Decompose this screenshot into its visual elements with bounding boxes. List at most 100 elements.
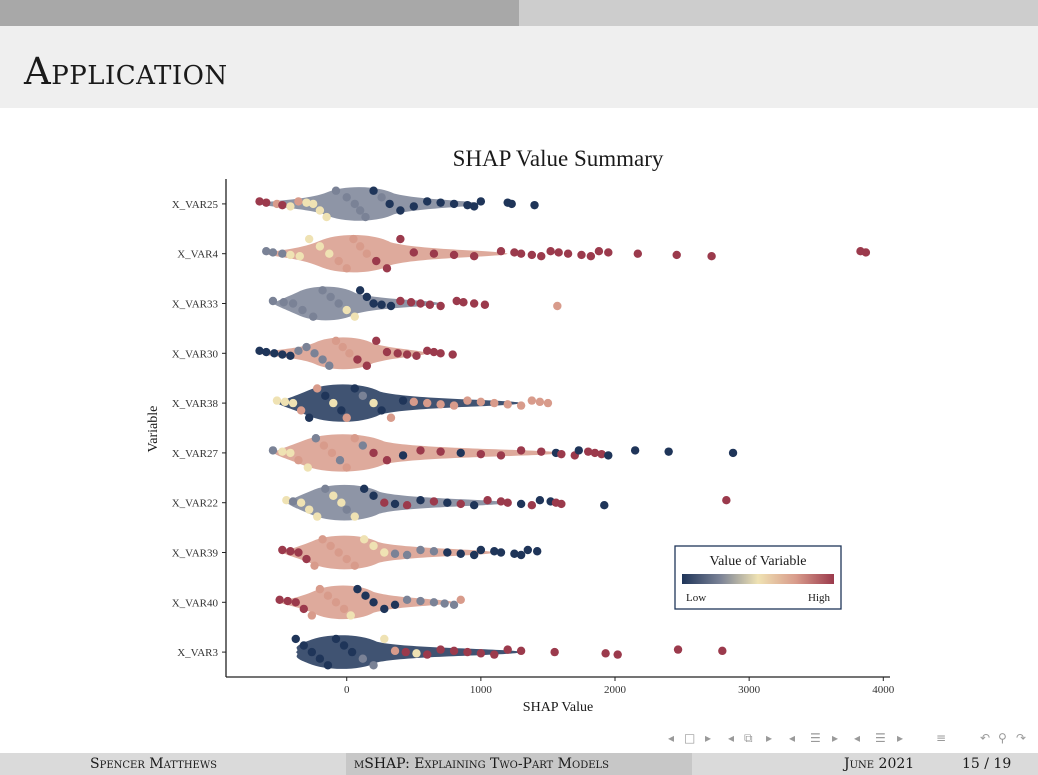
nav-prev-arrow-icon[interactable]: ◂ <box>668 731 675 745</box>
data-point <box>469 202 479 211</box>
data-point <box>299 604 309 614</box>
data-point <box>369 491 378 500</box>
data-point <box>294 197 303 206</box>
data-point <box>613 650 622 659</box>
data-point <box>469 252 479 261</box>
data-point <box>355 242 365 251</box>
data-point <box>307 611 317 620</box>
nav-next-arrow-icon[interactable]: ▸ <box>897 731 904 745</box>
data-point <box>288 497 298 506</box>
data-point <box>268 248 278 257</box>
data-point <box>429 497 439 506</box>
nav-redo-icon[interactable]: ↷ <box>1016 731 1027 745</box>
density-band <box>259 337 428 370</box>
data-point <box>527 396 537 405</box>
nav-section-icon[interactable]: ☰ <box>810 731 821 745</box>
data-point <box>321 391 330 400</box>
nav-prev-arrow-icon[interactable]: ◂ <box>854 731 861 745</box>
data-point <box>390 646 400 656</box>
data-point <box>369 541 378 551</box>
data-point <box>350 561 359 570</box>
nav-search-icon[interactable]: ⚲ <box>998 731 1007 745</box>
data-point <box>296 498 306 507</box>
data-point <box>323 661 333 670</box>
data-point <box>402 550 412 560</box>
data-point <box>393 349 402 358</box>
data-point <box>353 584 362 594</box>
data-point <box>318 535 327 544</box>
nav-undo-icon[interactable]: ↶ <box>980 731 991 745</box>
data-point <box>377 300 386 309</box>
data-point <box>346 611 355 620</box>
nav-frame-icon[interactable]: □ <box>684 731 696 745</box>
data-point <box>347 647 357 657</box>
data-point <box>527 250 537 260</box>
data-point <box>537 447 546 456</box>
nav-prev-arrow-icon[interactable]: ◂ <box>728 731 735 745</box>
data-point <box>516 550 526 560</box>
data-point <box>590 448 600 458</box>
data-point <box>380 548 389 557</box>
data-point <box>262 247 271 256</box>
footer-date: June 2021 <box>844 756 915 772</box>
data-point <box>286 250 295 260</box>
data-point <box>369 398 378 408</box>
beamer-navigation-symbols: ◂ □ ▸ ◂ ⧉ ▸ ◂ ☰ ▸ ◂ ☰ ▸ ≡ ↶ ⚲ ↷ <box>668 731 1038 749</box>
data-point <box>429 347 439 357</box>
data-point <box>278 447 287 456</box>
data-point <box>728 448 738 458</box>
nav-next-arrow-icon[interactable]: ▸ <box>705 731 712 745</box>
legend-title: Value of Variable <box>710 554 807 569</box>
data-point <box>469 299 479 308</box>
data-point <box>718 646 727 656</box>
nav-prev-arrow-icon[interactable]: ◂ <box>789 731 796 745</box>
data-point <box>496 548 506 557</box>
data-point <box>313 512 322 521</box>
data-point <box>456 448 465 458</box>
data-point <box>463 396 472 405</box>
nav-slide-icon[interactable]: ⧉ <box>744 731 753 745</box>
data-point <box>342 554 351 564</box>
density-band <box>266 235 508 273</box>
data-point <box>359 535 369 544</box>
data-point <box>452 296 461 306</box>
data-point <box>483 496 492 505</box>
data-point <box>331 598 341 607</box>
y-tick-label: X_VAR39 <box>172 548 219 560</box>
y-tick-label: X_VAR30 <box>172 348 219 360</box>
data-point <box>355 206 365 215</box>
nav-subsection-icon[interactable]: ☰ <box>875 731 886 745</box>
data-point <box>449 401 459 410</box>
data-point <box>633 249 643 258</box>
data-point <box>476 649 486 658</box>
x-axis-ticks: 0 1000 2000 3000 4000 <box>344 677 895 696</box>
slide-header-bar <box>0 0 1038 26</box>
data-point <box>429 249 439 258</box>
data-point <box>262 198 271 207</box>
nav-toc-icon[interactable]: ≡ <box>936 731 947 745</box>
data-point <box>600 501 609 510</box>
data-point <box>361 591 370 600</box>
data-point <box>350 434 359 443</box>
data-point <box>255 197 264 206</box>
data-point <box>369 299 378 308</box>
data-point <box>861 248 871 257</box>
data-point <box>510 549 519 558</box>
data-point <box>279 298 288 307</box>
data-point <box>523 545 533 555</box>
data-point <box>527 501 537 510</box>
data-point <box>557 499 566 509</box>
data-point <box>516 249 526 258</box>
data-point <box>294 346 303 355</box>
data-point <box>262 347 271 357</box>
nav-next-arrow-icon[interactable]: ▸ <box>832 731 839 745</box>
data-point <box>331 634 341 644</box>
data-point <box>338 342 347 352</box>
data-point <box>311 434 321 443</box>
data-point <box>476 545 486 555</box>
data-point <box>449 600 459 609</box>
data-point <box>416 299 425 308</box>
data-point <box>409 248 418 257</box>
data-point <box>326 292 335 302</box>
nav-next-arrow-icon[interactable]: ▸ <box>766 731 773 745</box>
